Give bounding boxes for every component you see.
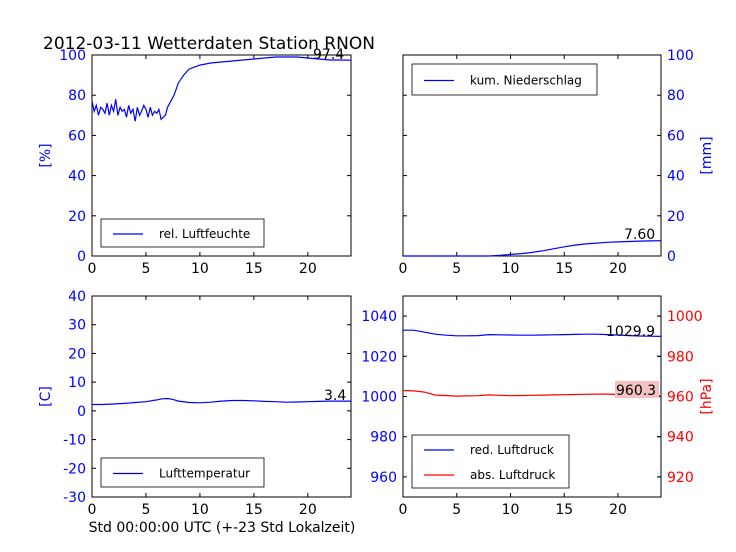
legend-box [100,457,265,488]
y-tick-label: -10 [63,433,86,449]
y-right-tick-label: 960 [667,390,694,406]
x-tick-label: 10 [502,261,520,277]
y-axis-label: [mm] [699,136,715,174]
series-line [92,397,351,406]
y-tick-label: 100 [59,48,86,64]
panel-pressure: 0 5 10 15 20 960 980 1000 1020 1040 920 940 960 980 10… [361,295,715,518]
panel-humidity: 0 5 10 15 20 0 20 40 60 80 100 [%] rel. Luftfeuchte 9… [38,47,352,277]
y-axis-label: [%] [38,143,54,167]
legend-box [411,63,598,96]
x-tick-label: 5 [452,261,461,277]
y-tick-label: -20 [63,461,86,477]
series-line [403,329,662,337]
y-tick-label: 1040 [361,309,397,325]
y-right-tick-label: 920 [667,470,694,486]
y-tick-label: 20 [667,209,685,225]
x-tick-label: 0 [399,502,408,518]
y-right-tick-label: 980 [667,349,694,365]
x-tick-label: 20 [299,502,317,518]
y-tick-label: 0 [667,249,676,265]
x-tick-label: 20 [299,261,317,277]
x-tick-label: 15 [555,502,573,518]
x-tick-label: 20 [609,502,627,518]
x-tick-label: 15 [555,261,573,277]
x-tick-label: 15 [245,261,263,277]
last-value-label: 3.4 [324,388,346,404]
y-tick-label: 40 [68,169,86,185]
y-tick-label: 80 [667,88,685,104]
y-tick-label: 100 [667,48,694,64]
last-value-label: 7.60 [624,227,655,243]
legend-label: abs. Luftdruck [470,468,555,482]
y-axis-label: [C] [38,386,54,407]
y-tick-label: 60 [68,128,86,144]
x-tick-label: 0 [399,261,408,277]
y-tick-label: 1020 [361,349,397,365]
y-axis-label: [hPa] [699,378,715,414]
y-tick-label: 0 [77,404,86,420]
x-tick-label: 5 [452,502,461,518]
y-tick-label: 60 [667,128,685,144]
panel-temperature: 0 5 10 15 20 -30 -20 -10 0 10 20 30 40 [C] Lufttempera… [38,289,352,518]
series-line [403,240,662,257]
y-tick-label: 960 [370,470,397,486]
x-tick-label: 5 [141,261,150,277]
x-axis-label: Std 00:00:00 UTC (+-23 Std Lokalzeit) [89,520,356,536]
legend-label: Lufttemperatur [159,467,250,481]
y-tick-label: 40 [667,169,685,185]
x-tick-label: 10 [191,261,209,277]
x-tick-label: 5 [141,502,150,518]
legend-box [411,434,570,489]
y-tick-label: 80 [68,88,86,104]
legend-label: rel. Luftfeuchte [159,227,250,241]
legend-label: red. Luftdruck [470,443,554,457]
last-value-label-2: 960.3 [616,383,656,399]
y-right-tick-label: 940 [667,430,694,446]
last-value-label: 97.4 [313,47,344,63]
x-tick-label: 0 [88,261,97,277]
y-tick-label: 980 [370,430,397,446]
last-value-bg [615,381,659,398]
x-tick-label: 10 [502,502,520,518]
legend-box [100,218,265,248]
y-tick-label: 20 [68,209,86,225]
y-tick-label: 30 [68,318,86,334]
x-tick-label: 20 [609,261,627,277]
y-tick-label: 10 [68,375,86,391]
y-tick-label: -30 [63,490,86,506]
panel-precip: 0 5 10 15 20 0 20 40 60 80 100 [mm] kum. Niederschla… [399,48,715,277]
y-tick-label: 0 [77,249,86,265]
x-tick-label: 10 [191,502,209,518]
figure-title: 2012-03-11 Wetterdaten Station RNON [43,34,375,54]
legend-label: kum. Niederschlag [470,74,582,88]
y-right-tick-label: 1000 [667,309,703,325]
x-tick-label: 15 [245,502,263,518]
y-tick-label: 40 [68,289,86,305]
series-line [91,56,352,122]
y-tick-label: 20 [68,346,86,362]
y-tick-label: 1000 [361,390,397,406]
last-value-label: 1029.9 [606,324,655,340]
x-tick-label: 0 [88,502,97,518]
